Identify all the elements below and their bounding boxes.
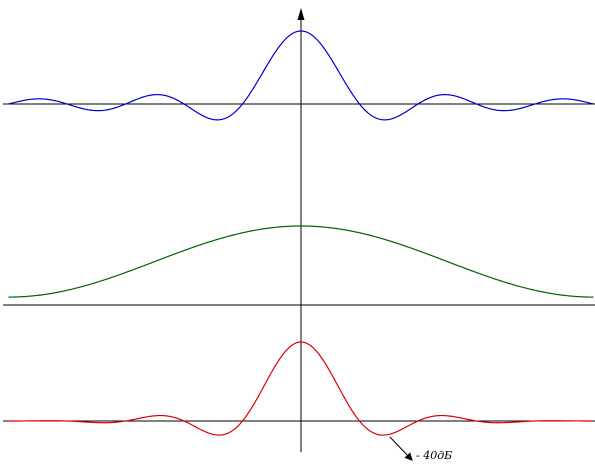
series-2-line — [8, 341, 594, 436]
series-1-line — [8, 225, 594, 298]
annotation-label: - 40дБ — [416, 449, 452, 462]
y-axis-arrow — [297, 8, 305, 20]
annotation-leader — [389, 436, 413, 461]
series-0-line — [8, 30, 594, 121]
